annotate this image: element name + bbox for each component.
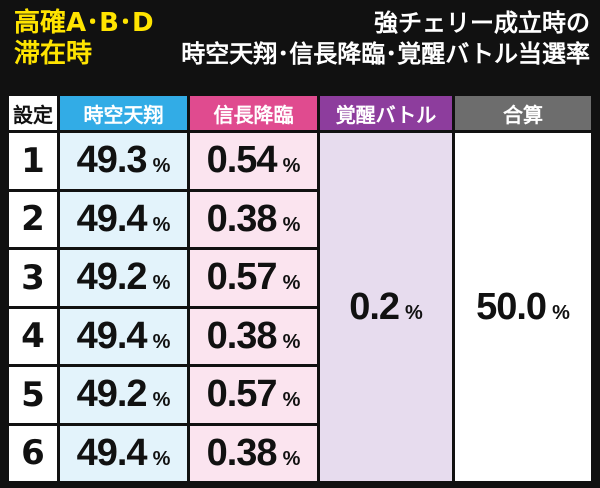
col-header-gassan: 合算: [455, 96, 591, 130]
table-row: 5 49.2% 0.57%: [9, 367, 591, 423]
percent-unit: %: [152, 447, 171, 470]
percent-unit: %: [152, 272, 171, 295]
shinchou-cell: 0.38%: [190, 425, 317, 481]
jikuu-cell: 49.2%: [60, 367, 187, 423]
kakusei-merged-cell: 0.2%: [320, 133, 452, 481]
shinchou-value: 0.38: [206, 431, 278, 474]
shinchou-cell: 0.54%: [190, 133, 317, 189]
kakusei-value: 0.2: [349, 285, 400, 328]
table-header-row: 設定 時空天翔 信長降臨 覚醒バトル 合算: [9, 96, 591, 130]
gassan-merged-cell: 50.0%: [455, 133, 591, 481]
table-title: 強チェリー成立時の 時空天翔･信長降臨･覚醒バトル当選率: [150, 8, 590, 70]
percent-unit: %: [152, 213, 171, 236]
jikuu-value: 49.2: [76, 373, 148, 416]
col-header-shinchou: 信長降臨: [190, 96, 317, 130]
percent-unit: %: [552, 301, 570, 324]
jikuu-cell: 49.4%: [60, 191, 187, 247]
state-title: 高確A･B･D 滞在時: [14, 8, 214, 70]
percent-unit: %: [282, 272, 301, 295]
gassan-value: 50.0: [476, 285, 547, 328]
shinchou-cell: 0.38%: [190, 308, 317, 364]
win-rate-table: 設定 時空天翔 信長降臨 覚醒バトル 合算 1 49.3% 0.54% 0.2%…: [6, 93, 594, 484]
col-header-jikuu: 時空天翔: [60, 96, 187, 130]
shinchou-cell: 0.38%: [190, 191, 317, 247]
shinchou-cell: 0.57%: [190, 367, 317, 423]
shinchou-value: 0.57: [206, 256, 278, 299]
percent-unit: %: [152, 389, 171, 412]
shinchou-value: 0.38: [206, 314, 278, 357]
table-row: 4 49.4% 0.38%: [9, 308, 591, 364]
table-row: 2 49.4% 0.38%: [9, 191, 591, 247]
table-title-line1: 強チェリー成立時の: [374, 9, 590, 37]
jikuu-value: 49.4: [76, 197, 148, 240]
shinchou-value: 0.54: [206, 139, 278, 182]
col-header-setting: 設定: [9, 96, 57, 130]
col-header-kakusei: 覚醒バトル: [320, 96, 452, 130]
percent-unit: %: [282, 447, 301, 470]
shinchou-value: 0.57: [206, 373, 278, 416]
table-row: 1 49.3% 0.54% 0.2% 50.0%: [9, 133, 591, 481]
percent-unit: %: [282, 330, 301, 353]
percent-unit: %: [152, 155, 171, 178]
table-row: 3 49.2% 0.57%: [9, 250, 591, 306]
jikuu-value: 49.3: [76, 139, 148, 182]
shinchou-value: 0.38: [206, 197, 278, 240]
setting-cell: 5: [9, 367, 57, 423]
setting-cell: 2: [9, 191, 57, 247]
jikuu-cell: 49.4%: [60, 308, 187, 364]
jikuu-value: 49.2: [76, 256, 148, 299]
jikuu-cell: 49.4%: [60, 425, 187, 481]
jikuu-cell: 49.2%: [60, 250, 187, 306]
jikuu-value: 49.4: [76, 431, 148, 474]
setting-cell: 6: [9, 425, 57, 481]
setting-cell: 4: [9, 308, 57, 364]
setting-cell: 3: [9, 250, 57, 306]
state-title-line1: 高確A･B･D: [14, 8, 154, 38]
percent-unit: %: [152, 330, 171, 353]
state-title-line2: 滞在時: [14, 39, 93, 69]
percent-unit: %: [282, 389, 301, 412]
percent-unit: %: [282, 155, 301, 178]
percent-unit: %: [405, 301, 423, 324]
table-title-line2: 時空天翔･信長降臨･覚醒バトル当選率: [181, 40, 590, 68]
jikuu-cell: 49.3%: [60, 133, 187, 189]
percent-unit: %: [282, 213, 301, 236]
table-row: 6 49.4% 0.38%: [9, 425, 591, 481]
jikuu-value: 49.4: [76, 314, 148, 357]
shinchou-cell: 0.57%: [190, 250, 317, 306]
setting-cell: 1: [9, 133, 57, 189]
